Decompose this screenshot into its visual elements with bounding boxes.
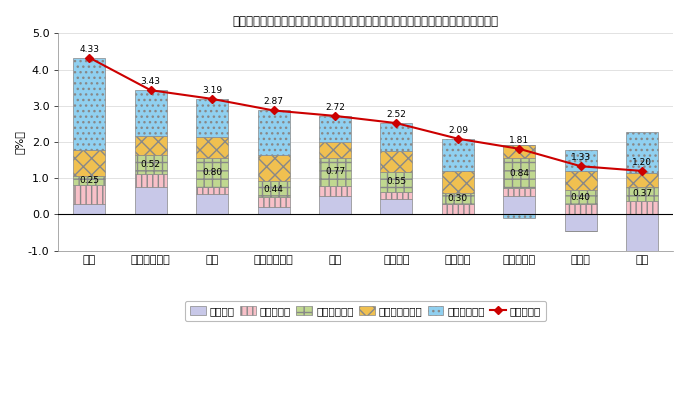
Bar [257,207,290,214]
Bar [504,214,535,218]
Text: 0.80: 0.80 [202,168,222,177]
Bar [73,185,105,204]
Bar [196,99,228,137]
Text: 0.25: 0.25 [79,176,99,185]
Bar [319,196,351,214]
Bar [565,171,596,190]
Bar [504,196,535,214]
Bar [135,90,166,136]
Text: 0.37: 0.37 [632,190,652,198]
Text: 2.52: 2.52 [387,110,407,119]
Text: 1.33: 1.33 [571,153,591,162]
Bar [73,57,105,150]
Bar [319,142,351,158]
Bar [135,187,166,214]
Bar [380,199,412,214]
Bar [442,204,474,214]
Bar [319,116,351,142]
Text: 0.30: 0.30 [448,194,468,203]
Bar [257,197,290,207]
Text: 0.55: 0.55 [387,178,407,187]
Text: 3.19: 3.19 [202,86,222,95]
Bar [504,145,535,158]
Bar [626,187,658,201]
Text: 4.33: 4.33 [79,45,99,54]
Bar [380,172,412,192]
Bar [442,171,474,193]
Bar [380,152,412,172]
Text: 1.20: 1.20 [632,158,652,167]
Bar [196,158,228,187]
Bar [319,186,351,196]
Bar [135,155,166,174]
Text: 2.87: 2.87 [264,97,283,107]
Text: 0.84: 0.84 [509,169,529,178]
Bar [380,192,412,199]
Bar [565,190,596,204]
Text: 0.52: 0.52 [140,160,160,169]
Bar [257,181,290,197]
Bar [504,158,535,188]
Bar [135,136,166,155]
Bar [565,214,596,231]
Text: 0.44: 0.44 [264,185,283,194]
Title: マクロの付加価値成長率に対する情報通信資本の寄与も、我が国は米国、英国の半分: マクロの付加価値成長率に対する情報通信資本の寄与も、我が国は米国、英国の半分 [233,15,499,28]
Bar [135,174,166,187]
Bar [73,150,105,176]
Bar [565,150,596,171]
Bar [442,139,474,171]
Bar [73,176,105,185]
Bar [442,193,474,204]
Bar [196,194,228,214]
Bar [626,201,658,214]
Legend: 労働時間, 労働力構成, 情報通信資本, 非情報通信資本, 総要素生産性, 実質成長率: 労働時間, 労働力構成, 情報通信資本, 非情報通信資本, 総要素生産性, 実質… [185,301,546,321]
Text: 2.09: 2.09 [448,126,468,135]
Bar [73,204,105,214]
Text: 1.81: 1.81 [509,136,530,145]
Bar [319,158,351,186]
Bar [380,123,412,152]
Text: 0.40: 0.40 [571,192,591,202]
Bar [196,187,228,194]
Bar [626,173,658,187]
Text: 2.72: 2.72 [325,103,345,112]
Bar [626,132,658,173]
Bar [257,110,290,155]
Bar [626,214,658,254]
Bar [257,155,290,181]
Text: 0.77: 0.77 [325,167,345,176]
Y-axis label: （%）: （%） [15,130,25,154]
Bar [504,188,535,196]
Bar [565,204,596,214]
Bar [196,137,228,158]
Text: 3.43: 3.43 [140,77,160,86]
